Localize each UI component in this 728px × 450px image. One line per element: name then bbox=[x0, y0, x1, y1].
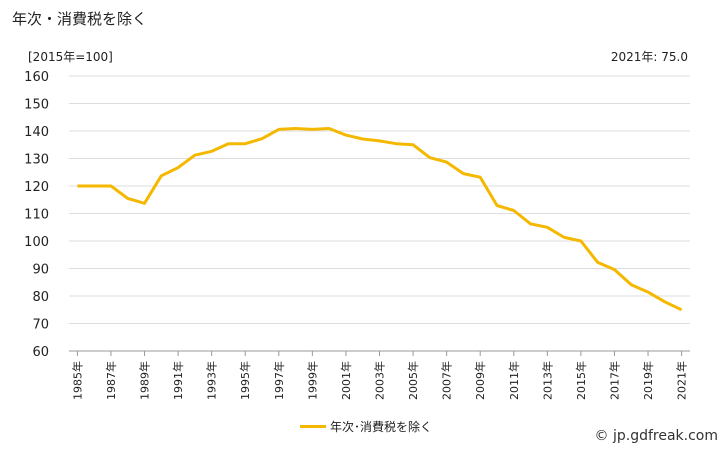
x-tick-label: 2009年 bbox=[473, 361, 487, 400]
chart-title: 年次・消費税を除く bbox=[12, 10, 148, 28]
x-tick-label: 2001年 bbox=[339, 361, 353, 400]
x-tick-label: 2019年 bbox=[641, 361, 655, 400]
x-tick-label: 2015年 bbox=[574, 361, 588, 400]
series-line bbox=[77, 127, 683, 312]
y-tick-label: 160 bbox=[24, 70, 49, 85]
x-tick-label: 1997年 bbox=[272, 361, 286, 400]
y-tick-label: 100 bbox=[24, 235, 49, 250]
y-tick-label: 110 bbox=[24, 208, 49, 223]
series-layer bbox=[77, 127, 683, 312]
x-tick-label: 1995年 bbox=[238, 361, 252, 400]
x-tick-labels: 1985年 1987年 1989年 1991年 1993年 1995年 1997年 1999年… bbox=[70, 361, 688, 400]
y-tick-label: 70 bbox=[32, 318, 49, 333]
x-tick-label: 1985年 bbox=[70, 361, 84, 400]
y-tick-label: 80 bbox=[32, 290, 49, 305]
grid-lines bbox=[69, 75, 690, 356]
legend-label: 年次･消費税を除く bbox=[330, 420, 433, 434]
latest-value-label: 2021年: 75.0 bbox=[610, 50, 688, 64]
x-tick-label: 2013年 bbox=[540, 361, 554, 400]
y-tick-label: 90 bbox=[32, 263, 49, 278]
legend-swatch bbox=[300, 425, 326, 428]
x-tick-label: 2021年 bbox=[675, 361, 689, 400]
x-tick-label: 2007年 bbox=[440, 361, 454, 400]
y-tick-label: 140 bbox=[24, 125, 49, 140]
y-tick-label: 150 bbox=[24, 98, 49, 113]
y-axis-unit-label: [2015年=100] bbox=[28, 50, 113, 64]
x-tick-label: 1987年 bbox=[104, 361, 118, 400]
source-credit: © jp.gdfreak.com bbox=[594, 428, 718, 444]
y-tick-label: 130 bbox=[24, 153, 49, 168]
x-tick-label: 1993年 bbox=[205, 361, 219, 400]
x-tick-label: 1991年 bbox=[171, 361, 185, 400]
x-tick-label: 2005年 bbox=[406, 361, 420, 400]
x-tick-label: 1989年 bbox=[138, 361, 152, 400]
x-tick-label: 2003年 bbox=[373, 361, 387, 400]
y-tick-label: 120 bbox=[24, 180, 49, 195]
y-tick-labels: 60 70 80 90 100 110 120 130 140 150 160 bbox=[24, 70, 49, 360]
x-tick-label: 2011年 bbox=[507, 361, 521, 400]
y-tick-label: 60 bbox=[32, 345, 49, 360]
x-tick-label: 2017年 bbox=[607, 361, 621, 400]
legend: 年次･消費税を除く bbox=[300, 418, 432, 435]
x-tick-label: 1999年 bbox=[305, 361, 319, 400]
